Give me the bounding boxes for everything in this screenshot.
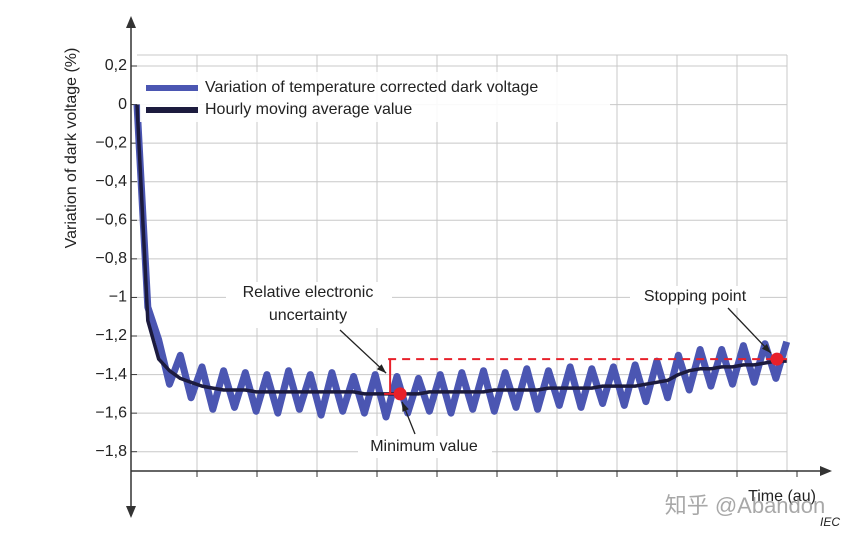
stopping-arrow (727, 307, 772, 354)
marker-label: Stopping point (644, 288, 747, 305)
y-tick-label: −1,8 (95, 443, 127, 460)
y-tick-label: −1,2 (95, 327, 127, 344)
stopping-arrow-head (761, 343, 771, 354)
y-axis-label: Variation of dark voltage (%) (63, 48, 80, 249)
y-tick-label: −0,4 (95, 173, 127, 190)
uncertainty-arrow-head (376, 364, 387, 374)
y-tick-label: 0 (118, 96, 127, 113)
x-axis-arrow (820, 466, 832, 476)
y-tick-label: −0,2 (95, 134, 127, 151)
watermark: 知乎 @Abandon (665, 493, 826, 518)
source: IEC (820, 515, 840, 529)
legend-box (140, 72, 610, 122)
y-tick-label: −1,4 (95, 366, 127, 383)
y-tick-label: −0,6 (95, 212, 127, 229)
annotation-bg (630, 286, 760, 308)
y-axis-arrow-down (126, 506, 136, 518)
annotation-bg (358, 436, 492, 458)
annotation-bg (226, 282, 392, 328)
marker-point (770, 352, 784, 366)
x-axis-label: Time (au) (748, 488, 816, 505)
legend-label: Hourly moving average value (205, 101, 412, 118)
average-line (135, 104, 787, 396)
uncertainty-arrow (339, 329, 387, 374)
annotation: Relative electronic (243, 284, 374, 301)
marker-label: Minimum value (370, 438, 478, 455)
annotation: uncertainty (269, 307, 347, 324)
legend-label: Variation of temperature corrected dark … (205, 79, 538, 96)
marker-point (393, 387, 407, 401)
y-tick-label: −1 (109, 289, 127, 306)
y-axis-arrow-up (126, 16, 136, 28)
y-tick-label: −0,8 (95, 250, 127, 267)
y-tick-label: −1,6 (95, 404, 127, 421)
noisy-line (133, 104, 791, 421)
y-tick-label: 0,2 (105, 57, 127, 74)
minimum-arrow-head (402, 401, 409, 412)
